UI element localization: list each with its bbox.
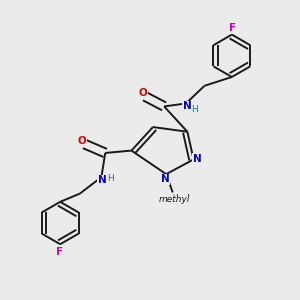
Text: N: N bbox=[193, 154, 202, 164]
Text: methyl: methyl bbox=[170, 199, 175, 200]
Text: H: H bbox=[191, 106, 197, 115]
Text: methyl: methyl bbox=[158, 194, 190, 203]
Text: methyl: methyl bbox=[174, 197, 179, 198]
Text: F: F bbox=[56, 247, 63, 256]
Text: methyl: methyl bbox=[158, 195, 190, 204]
Text: F: F bbox=[229, 23, 236, 33]
Text: N: N bbox=[160, 174, 169, 184]
Text: O: O bbox=[77, 136, 86, 146]
Text: H: H bbox=[107, 174, 114, 183]
Text: N: N bbox=[98, 175, 107, 185]
Text: O: O bbox=[138, 88, 147, 98]
Text: N: N bbox=[183, 101, 191, 111]
